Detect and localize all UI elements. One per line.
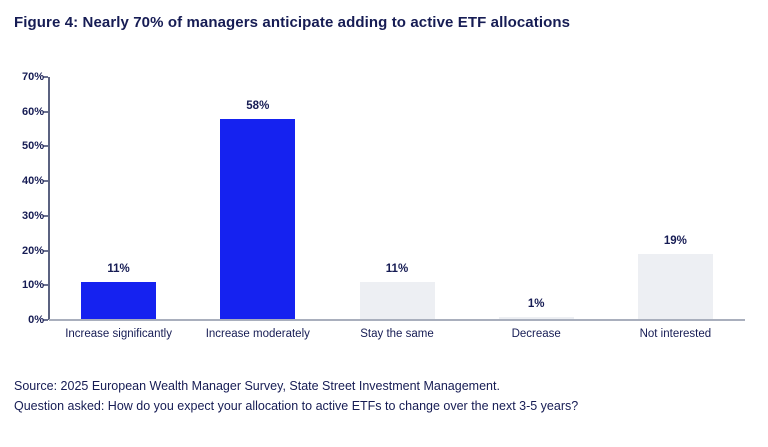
y-axis-tick-label: 60%: [21, 105, 44, 118]
y-axis-tick: [43, 319, 48, 321]
bar-increase-moderately: [220, 118, 296, 320]
bar-stay-the-same: [359, 281, 435, 320]
y-axis-tick: [43, 214, 48, 217]
chart-footer: Source: 2025 European Wealth Manager Sur…: [14, 376, 578, 416]
question-note: Question asked: How do you expect your a…: [14, 399, 579, 413]
y-axis-tick-label: 30%: [21, 209, 44, 222]
bar-decrease: [498, 316, 574, 320]
x-axis-label-stay-the-same: Stay the same: [360, 328, 434, 340]
bar-value-label-increase-significantly: 11%: [107, 262, 130, 275]
y-axis-tick: [43, 249, 48, 252]
y-axis-tick: [43, 76, 48, 78]
x-axis-label-not-interested: Not interested: [639, 328, 712, 340]
bar-value-label-decrease: 1%: [527, 297, 545, 310]
y-axis-tick-label: 50%: [21, 140, 44, 153]
source-note: Source: 2025 European Wealth Manager Sur…: [14, 379, 500, 393]
bar-not-interested: [637, 254, 713, 320]
y-axis-tick: [43, 145, 48, 148]
y-axis-tick: [43, 284, 48, 287]
y-axis-tick-label: 20%: [21, 244, 44, 257]
bar-value-label-stay-the-same: 11%: [385, 262, 409, 275]
x-axis-label-increase-significantly: Increase significantly: [65, 328, 172, 340]
chart-title: Figure 4: Nearly 70% of managers anticip…: [14, 14, 571, 31]
bar-increase-significantly: [81, 281, 157, 320]
y-axis-tick: [43, 110, 48, 113]
y-axis-tick-label: 70%: [21, 71, 44, 83]
y-axis-tick: [43, 180, 48, 183]
x-axis-line: [49, 319, 745, 321]
y-axis-tick-label: 10%: [21, 279, 44, 292]
bar-value-label-increase-moderately: 58%: [246, 99, 270, 112]
y-axis-tick-label: 0%: [28, 314, 44, 326]
y-axis-tick-label: 40%: [21, 175, 44, 188]
y-axis-line: [48, 77, 50, 320]
x-axis-label-increase-moderately: Increase moderately: [205, 328, 310, 340]
bar-value-label-not-interested: 19%: [663, 235, 687, 248]
x-axis-label-decrease: Decrease: [511, 328, 561, 340]
